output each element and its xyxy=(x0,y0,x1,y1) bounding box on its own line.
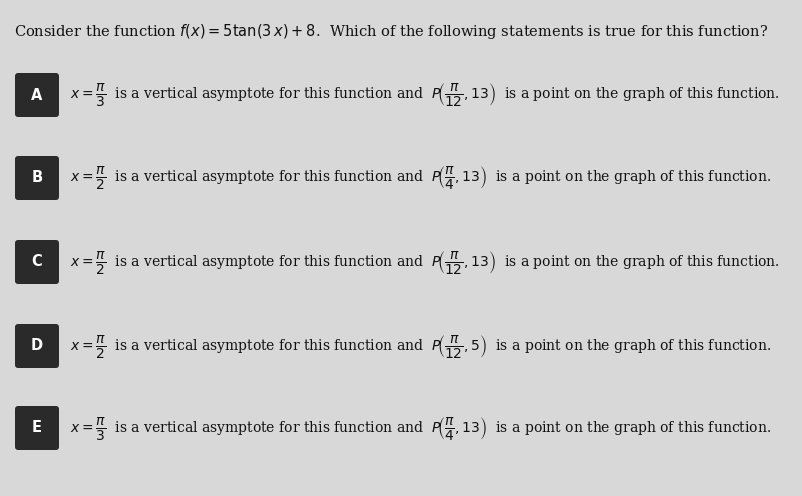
Text: C: C xyxy=(31,254,43,269)
FancyBboxPatch shape xyxy=(15,73,59,117)
Text: $x = \dfrac{\pi}{2}$  is a vertical asymptote for this function and  $P\!\left(\: $x = \dfrac{\pi}{2}$ is a vertical asymp… xyxy=(70,248,779,275)
Text: $x = \dfrac{\pi}{3}$  is a vertical asymptote for this function and  $P\!\left(\: $x = \dfrac{\pi}{3}$ is a vertical asymp… xyxy=(70,415,770,441)
Text: D: D xyxy=(31,338,43,354)
FancyBboxPatch shape xyxy=(15,240,59,284)
Text: A: A xyxy=(31,87,43,103)
Text: Consider the function $f(x) = 5\tan(3\,x) + 8$.  Which of the following statemen: Consider the function $f(x) = 5\tan(3\,x… xyxy=(14,22,768,41)
Text: E: E xyxy=(32,421,42,435)
Text: B: B xyxy=(31,171,43,186)
Text: $x = \dfrac{\pi}{3}$  is a vertical asymptote for this function and  $P\!\left(\: $x = \dfrac{\pi}{3}$ is a vertical asymp… xyxy=(70,81,779,109)
FancyBboxPatch shape xyxy=(15,156,59,200)
Text: $x = \dfrac{\pi}{2}$  is a vertical asymptote for this function and  $P\!\left(\: $x = \dfrac{\pi}{2}$ is a vertical asymp… xyxy=(70,165,770,191)
FancyBboxPatch shape xyxy=(15,324,59,368)
FancyBboxPatch shape xyxy=(15,406,59,450)
Text: $x = \dfrac{\pi}{2}$  is a vertical asymptote for this function and  $P\!\left(\: $x = \dfrac{\pi}{2}$ is a vertical asymp… xyxy=(70,332,770,360)
